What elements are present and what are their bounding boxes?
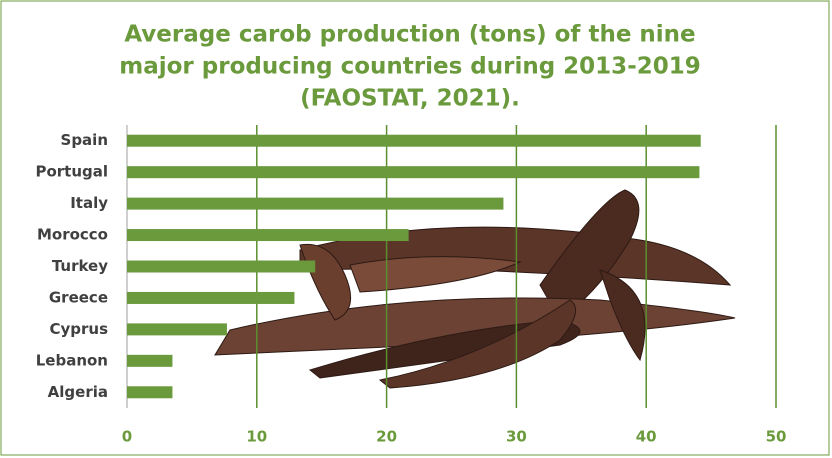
y-tick-label: Algeria [48,383,108,401]
x-tick-label: 20 [376,428,397,446]
bar [127,292,294,304]
x-tick-label: 40 [636,428,657,446]
bar [127,261,315,273]
x-tick-label: 10 [246,428,267,446]
bar [127,386,172,398]
bar [127,323,227,335]
y-tick-label: Portugal [35,163,108,181]
bar [127,355,172,367]
bar [127,229,409,241]
y-tick-label: Greece [49,288,108,306]
y-tick-label: Lebanon [36,351,108,369]
x-tick-label: 0 [122,428,132,446]
y-tick-label: Turkey [52,257,108,275]
chart: Average carob production (tons) of the n… [0,0,832,458]
chart-title: Average carob production (tons) of the n… [124,22,695,48]
bar [127,198,503,210]
chart-title: major producing countries during 2013-20… [119,54,701,80]
x-tick-label: 30 [506,428,527,446]
x-tick-label: 50 [766,428,787,446]
y-tick-label: Cyprus [49,320,108,338]
page: {"chart_data": {"type": "bar", "orientat… [0,0,832,458]
bar [127,166,699,178]
chart-title: (FAOSTAT, 2021). [300,86,520,112]
y-tick-label: Spain [61,131,108,149]
y-tick-label: Morocco [37,226,108,244]
bar [127,135,701,147]
y-tick-label: Italy [70,194,108,212]
